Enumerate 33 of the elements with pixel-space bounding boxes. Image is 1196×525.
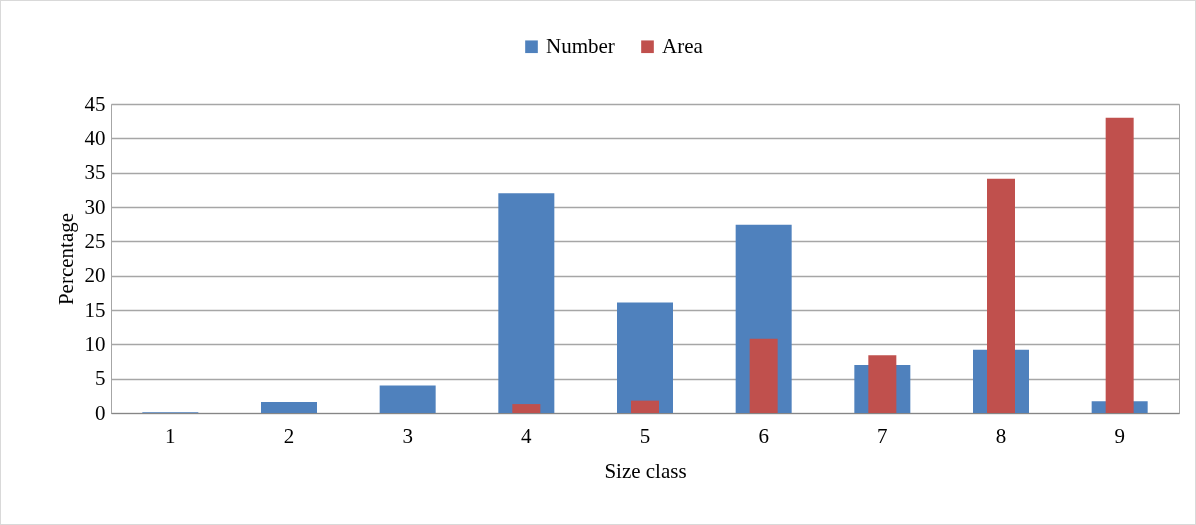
bar — [1105, 117, 1134, 413]
x-tick-label: 3 — [402, 423, 413, 448]
bar — [749, 338, 778, 413]
x-axis-title: Size class — [604, 458, 687, 483]
x-tick-label: 9 — [1114, 423, 1125, 448]
y-axis-title: Percentage — [53, 212, 78, 306]
x-tick-label: 1 — [165, 423, 176, 448]
bar — [631, 400, 659, 413]
x-tick-label: 6 — [758, 423, 769, 448]
bar — [868, 355, 897, 413]
legend-label: Number — [546, 33, 615, 58]
bar — [512, 404, 541, 413]
y-tick-label: 20 — [84, 263, 106, 288]
y-tick-label: 5 — [95, 366, 106, 391]
bar — [617, 302, 673, 413]
bar — [261, 402, 317, 413]
x-tick-label: 7 — [877, 423, 888, 448]
y-tick-label: 10 — [84, 331, 106, 356]
legend-label: Area — [662, 33, 704, 58]
y-tick-label: 40 — [84, 125, 106, 150]
x-tick-label: 8 — [995, 423, 1007, 448]
bar — [498, 193, 555, 413]
x-tick-label: 2 — [283, 423, 295, 448]
bar — [379, 385, 436, 413]
bar — [987, 178, 1015, 413]
y-tick-label: 30 — [84, 194, 106, 219]
y-tick-label: 35 — [84, 160, 106, 185]
x-tick-label: 5 — [639, 423, 651, 448]
y-tick-label: 25 — [84, 228, 106, 253]
y-tick-label: 45 — [84, 91, 106, 116]
x-tick-label: 4 — [521, 423, 533, 448]
y-tick-label: 0 — [95, 400, 106, 425]
y-tick-label: 15 — [84, 297, 106, 322]
